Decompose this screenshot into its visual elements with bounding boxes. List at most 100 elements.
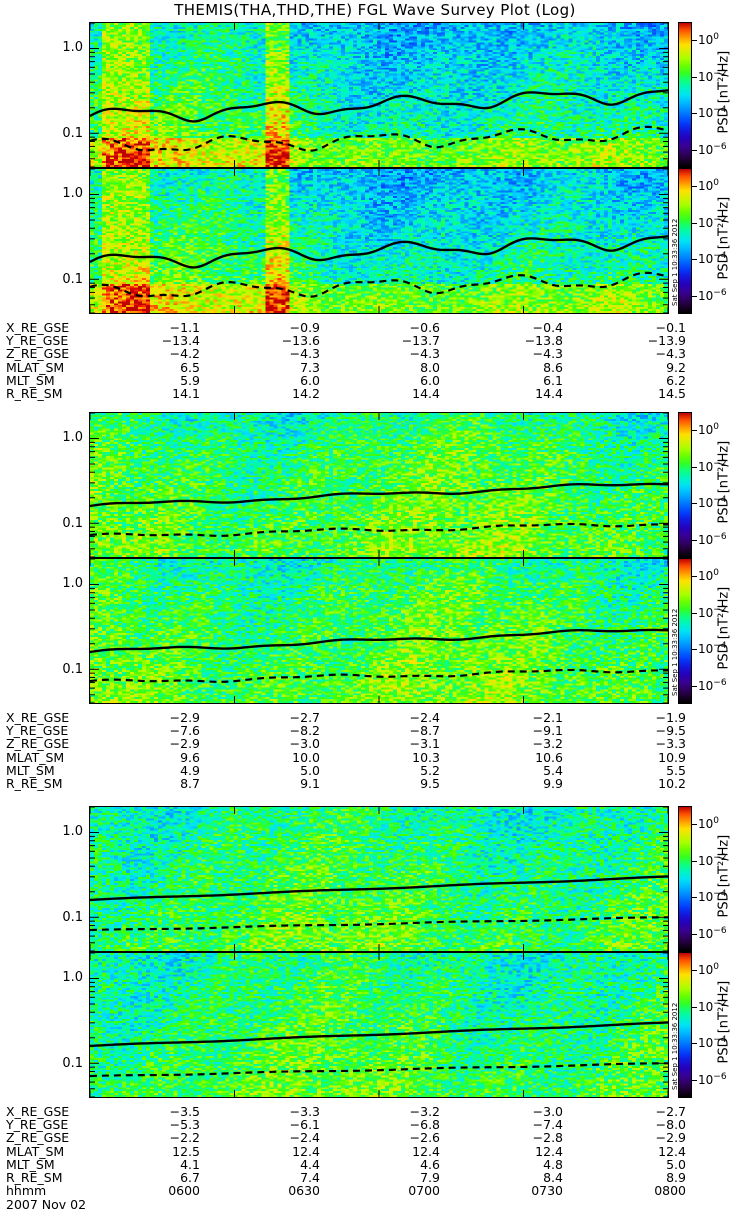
ephemeris-row: Z_RE_GSE −2.9 −3.0 −3.1 −3.2 −3.3 (0, 737, 750, 750)
ephemeris-value: −3.2 (409, 1104, 440, 1119)
ephemeris-value: 8.4 (543, 1169, 563, 1185)
ytick-label: 0.1 (62, 1055, 83, 1071)
ephemeris-value: 8.6 (543, 359, 563, 375)
colorbar-tick-label: 10−2 (698, 604, 727, 620)
ephemeris-row-label: MLT_SM (6, 1156, 55, 1172)
ytick-label: 0.1 (62, 515, 83, 531)
colorbar-tick-label: 10−2 (698, 852, 727, 868)
colorbar-tick-label: 100 (698, 568, 720, 584)
colorbar-tick (692, 612, 697, 614)
ephemeris-value: −3.3 (289, 1104, 320, 1119)
ephemeris-value: −6.1 (289, 1117, 320, 1133)
colorbar-title: PSD [nT²/Hz] (716, 50, 732, 134)
ephemeris-table-tha: X_RE_GSE −1.1 −0.9 −0.6 −0.4 −0.1 Y_RE_GSE −13.… (0, 321, 750, 400)
colorbar-tick-label: 10−6 (698, 141, 727, 157)
ephemeris-value: 0600 (168, 1183, 200, 1199)
ephemeris-value: 6.7 (180, 1169, 200, 1185)
ephemeris-value: 6.0 (420, 372, 440, 388)
spectrogram-panel-thab (89, 806, 669, 952)
colorbar-tick-label: 10−4 (698, 889, 727, 905)
colorbar-title: PSD [nT²/Hz] (716, 440, 732, 524)
ephemeris-value: 4.1 (180, 1156, 200, 1172)
ephemeris-row-label: Y_RE_GSE (6, 1117, 69, 1133)
ytick-label: 1.0 (62, 39, 83, 55)
colorbar-tick (692, 113, 697, 115)
ephemeris-value: 5.4 (543, 762, 563, 778)
ephemeris-row-label: R_RE_SM (6, 1169, 63, 1185)
colorbar-tick-label: 100 (698, 816, 720, 832)
ephemeris-value: 12.4 (412, 1143, 440, 1159)
colorbar-tick-label: 10−2 (698, 68, 727, 84)
colorbar (678, 558, 692, 704)
ytick-label: 0.1 (62, 909, 83, 925)
ephemeris-row: hhmm 0600 0630 0700 0730 0800 (0, 1184, 750, 1197)
colorbar-tick (692, 1043, 697, 1045)
page-title: THEMIS(THA,THD,THE) FGL Wave Survey Plot… (174, 1, 576, 19)
colorbar-tick (692, 466, 697, 468)
ephemeris-row-label: X_RE_GSE (6, 1104, 70, 1119)
ephemeris-row: MLAT_SM 6.5 7.3 8.0 8.6 9.2 (0, 359, 750, 375)
spectrogram-image (90, 807, 668, 951)
ephemeris-row-label: Z_RE_GSE (6, 736, 70, 752)
ephemeris-value: 5.0 (300, 762, 320, 778)
colorbar-tick (692, 1006, 697, 1008)
ephemeris-value: −3.2 (532, 736, 563, 752)
ephemeris-value: 7.9 (420, 1169, 440, 1185)
ephemeris-row: Y_RE_GSE −13.4 −13.6 −13.7 −13.8 −13.9 (0, 334, 750, 347)
colorbar-tick-label: 10−2 (698, 214, 727, 230)
ephemeris-row: MLAT_SM 12.5 12.4 12.4 12.4 12.4 (0, 1143, 750, 1159)
ephemeris-value: −4.3 (289, 346, 320, 362)
ephemeris-value: −1.9 (655, 710, 686, 725)
ephemeris-value: 4.6 (420, 1156, 440, 1172)
ephemeris-value: −3.5 (169, 1104, 200, 1119)
ephemeris-value: −2.9 (655, 1130, 686, 1146)
ephemeris-value: −4.3 (655, 346, 686, 362)
ephemeris-value: −13.6 (281, 333, 320, 349)
ephemeris-row: R_RE_SM 6.7 7.4 7.9 8.4 8.9 (0, 1171, 750, 1184)
ephemeris-row-label: Y_RE_GSE (6, 723, 69, 739)
ephemeris-value: −13.8 (524, 333, 563, 349)
colorbar-tick-label: 10−2 (698, 998, 727, 1014)
ephemeris-value: 9.5 (420, 775, 440, 791)
colorbar-title: PSD [nT²/Hz] (716, 980, 732, 1064)
colorbar-tick (692, 186, 697, 188)
colorbar (678, 412, 692, 558)
ephemeris-value: −13.9 (647, 333, 686, 349)
ephemeris-row-label: hhmm (6, 1183, 47, 1199)
colorbar-tick (692, 503, 697, 505)
ephemeris-value: −0.1 (655, 320, 686, 335)
ephemeris-value: 9.2 (666, 359, 686, 375)
ephemeris-row-label: R_RE_SM (6, 385, 63, 401)
ephemeris-value: −0.4 (532, 320, 563, 335)
credit-text: Sat Sep 1 10:33:36 2012 (671, 608, 679, 696)
spectrogram-image (90, 23, 668, 167)
colorbar-tick (692, 430, 697, 432)
colorbar-tick-label: 10−6 (698, 925, 727, 941)
ephemeris-value: −4.3 (532, 346, 563, 362)
ytick-label: 0.1 (62, 271, 83, 287)
colorbar-gradient (679, 559, 691, 703)
spectrogram-panel-thab (89, 558, 669, 704)
ephemeris-value: −1.1 (169, 320, 200, 335)
spectrogram-panel-thab (89, 168, 669, 314)
ephemeris-value: 12.4 (292, 1143, 320, 1159)
ephemeris-table-thd: X_RE_GSE −2.9 −2.7 −2.4 −2.1 −1.9 Y_RE_GSE −7.6… (0, 711, 750, 790)
ephemeris-value: 0730 (531, 1183, 563, 1199)
ephemeris-row-label: MLAT_SM (6, 359, 65, 375)
ytick-label: 0.1 (62, 661, 83, 677)
ephemeris-value: −3.1 (409, 736, 440, 752)
colorbar-title: PSD [nT²/Hz] (716, 196, 732, 280)
ephemeris-value: 14.1 (172, 385, 200, 401)
ephemeris-value: 14.2 (292, 385, 320, 401)
credit-text: Sat Sep 1 10:33:36 2012 (671, 1002, 679, 1090)
ephemeris-value: −7.4 (532, 1117, 563, 1133)
colorbar-tick (692, 970, 697, 972)
ephemeris-value: 6.5 (180, 359, 200, 375)
ephemeris-value: 12.5 (172, 1143, 200, 1159)
colorbar (678, 952, 692, 1098)
ephemeris-value: 12.4 (535, 1143, 563, 1159)
colorbar-tick (692, 576, 697, 578)
ephemeris-value: 10.2 (658, 775, 686, 791)
ephemeris-value: 14.5 (658, 385, 686, 401)
